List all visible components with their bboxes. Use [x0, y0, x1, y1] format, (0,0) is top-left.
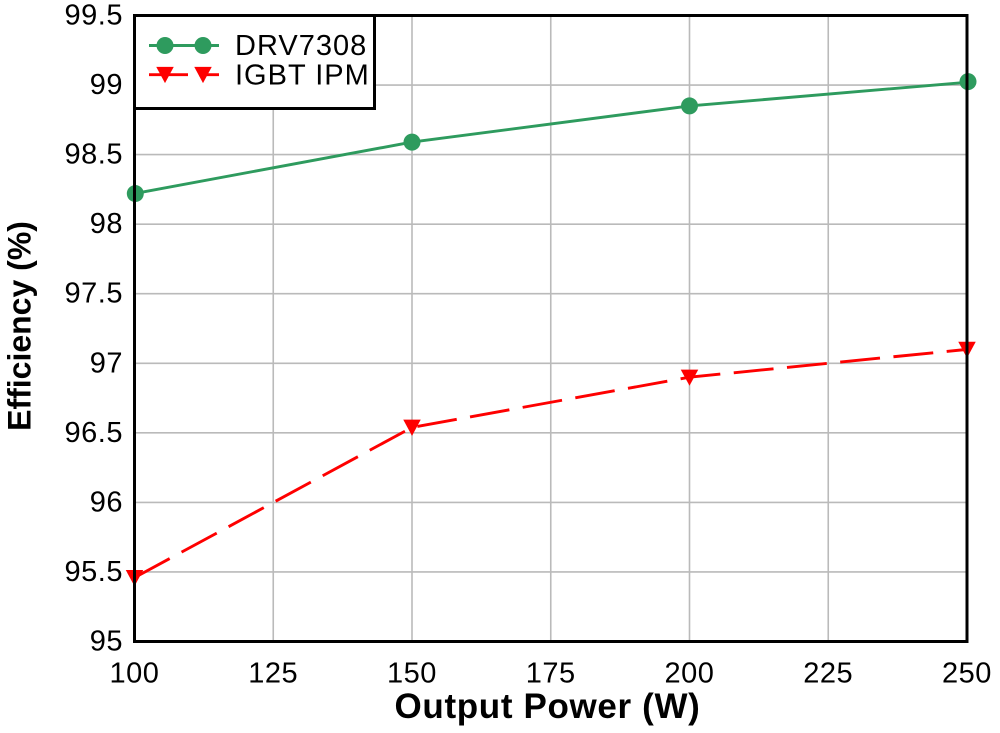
svg-text:200: 200 — [665, 658, 715, 690]
svg-text:97.5: 97.5 — [65, 278, 123, 310]
svg-text:95: 95 — [90, 626, 123, 658]
svg-text:96: 96 — [90, 486, 123, 518]
svg-text:97: 97 — [90, 347, 123, 379]
svg-text:99: 99 — [90, 69, 123, 101]
svg-text:DRV7308: DRV7308 — [235, 30, 367, 62]
svg-text:Output Power (W): Output Power (W) — [395, 687, 701, 726]
svg-text:100: 100 — [110, 658, 160, 690]
svg-text:Efficiency (%): Efficiency (%) — [2, 221, 38, 431]
svg-text:250: 250 — [942, 658, 992, 690]
svg-text:95.5: 95.5 — [65, 556, 123, 588]
svg-text:99.5: 99.5 — [65, 0, 123, 32]
svg-text:175: 175 — [526, 658, 576, 690]
svg-text:125: 125 — [248, 658, 298, 690]
svg-text:IGBT IPM: IGBT IPM — [235, 60, 370, 92]
svg-text:96.5: 96.5 — [65, 417, 123, 449]
svg-text:150: 150 — [387, 658, 437, 690]
svg-text:98: 98 — [90, 208, 123, 240]
svg-text:225: 225 — [803, 658, 853, 690]
svg-text:98.5: 98.5 — [65, 139, 123, 171]
